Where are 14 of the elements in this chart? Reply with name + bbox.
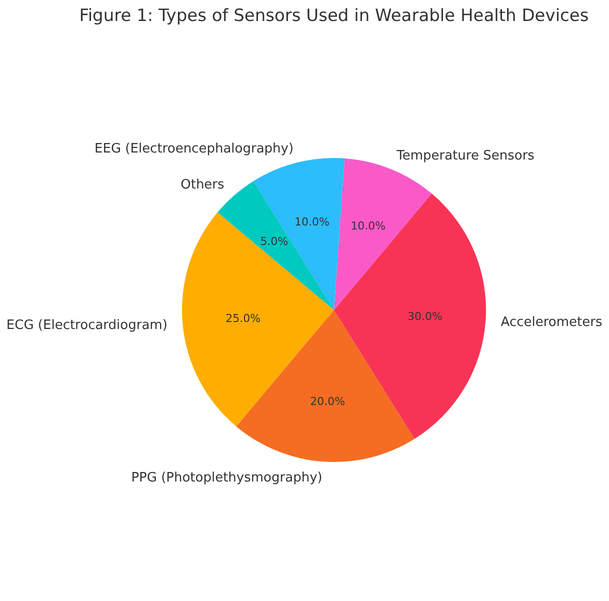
slice-label: Temperature Sensors bbox=[396, 148, 535, 164]
slice-label: ECG (Electrocardiogram) bbox=[6, 318, 168, 334]
slice-label: EEG (Electroencephalography) bbox=[94, 141, 294, 156]
chart-title: Figure 1: Types of Sensors Used in Wearable Health Devices bbox=[79, 6, 589, 26]
data-label: 5.0% bbox=[260, 235, 288, 248]
pie-slice bbox=[253, 158, 345, 310]
slice-label: PPG (Photoplethysmography) bbox=[131, 470, 322, 486]
data-label: 30.0% bbox=[408, 310, 442, 324]
data-label: 20.0% bbox=[310, 394, 346, 408]
data-label: 10.0% bbox=[294, 215, 330, 228]
slice-label: Others bbox=[180, 177, 225, 192]
slice-label: Accelerometers bbox=[500, 315, 602, 330]
data-label: 10.0% bbox=[350, 219, 386, 232]
data-label: 25.0% bbox=[226, 312, 261, 325]
